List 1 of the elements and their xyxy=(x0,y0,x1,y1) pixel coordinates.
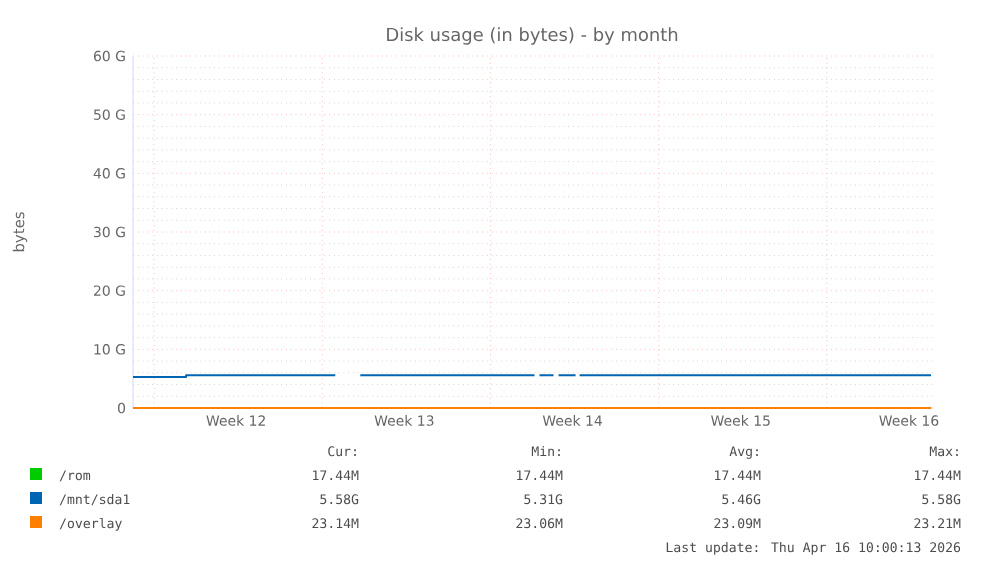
chart-title: Disk usage (in bytes) - by month xyxy=(387,27,678,45)
